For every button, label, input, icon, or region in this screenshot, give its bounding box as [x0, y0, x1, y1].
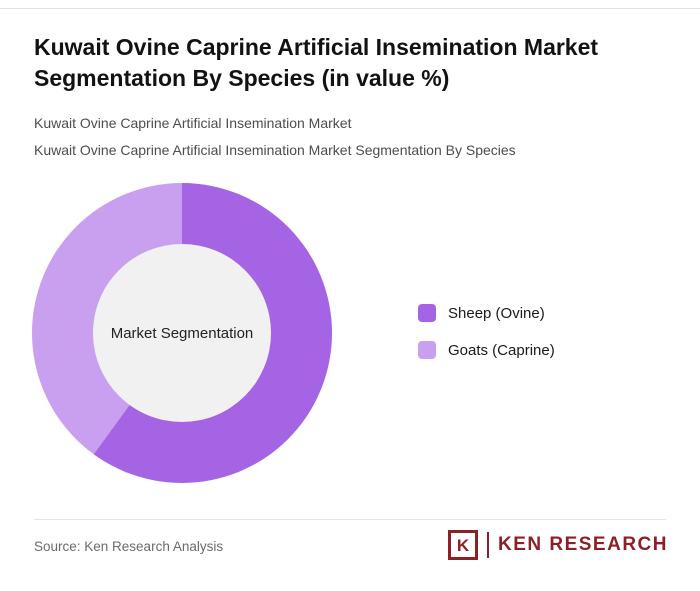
chart-title: Kuwait Ovine Caprine Artificial Insemina…	[34, 34, 599, 92]
legend-label-sheep: Sheep (Ovine)	[448, 304, 545, 322]
legend-item-sheep: Sheep (Ovine)	[418, 304, 555, 322]
logo-k-letter: K	[456, 535, 470, 555]
legend: Sheep (Ovine) Goats (Caprine)	[418, 304, 555, 359]
donut-center: Market Segmentation	[93, 244, 271, 422]
chart-subtitle-line2: Kuwait Ovine Caprine Artificial Insemina…	[34, 141, 516, 158]
logo-wordmark: KEN RESEARCH	[497, 534, 668, 555]
donut-center-label: Market Segmentation	[110, 324, 254, 342]
legend-label-goats: Goats (Caprine)	[448, 341, 555, 359]
ken-research-logo: K KEN RESEARCH	[447, 530, 668, 560]
ken-research-logo-icon: K	[447, 530, 478, 560]
top-divider	[0, 8, 700, 9]
legend-item-goats: Goats (Caprine)	[418, 341, 555, 359]
chart-subtitles: Kuwait Ovine Caprine Artificial Insemina…	[34, 110, 516, 163]
chart-subtitle-line1: Kuwait Ovine Caprine Artificial Insemina…	[34, 115, 352, 131]
donut-chart: Market Segmentation	[32, 183, 332, 483]
source-text: Source: Ken Research Analysis	[34, 539, 224, 554]
logo-divider	[486, 532, 489, 558]
footer-divider	[34, 519, 666, 520]
legend-swatch-sheep	[418, 304, 436, 322]
legend-swatch-goats	[418, 341, 436, 359]
